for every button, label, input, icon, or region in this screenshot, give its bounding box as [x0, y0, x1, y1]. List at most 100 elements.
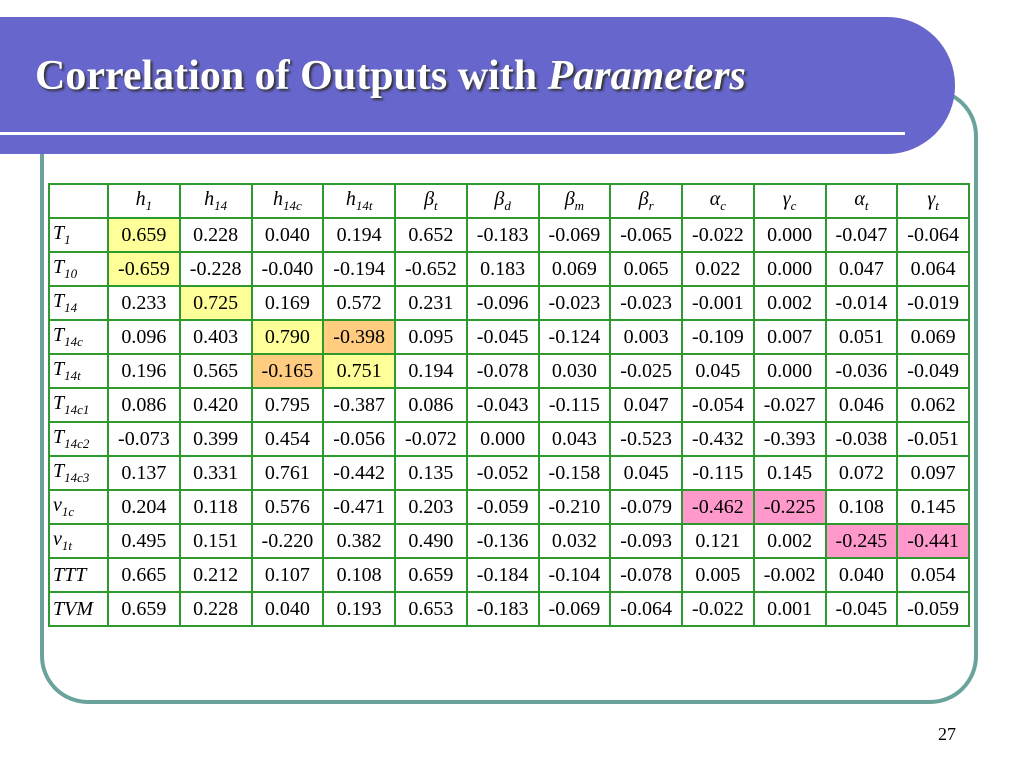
row-label-base: T: [53, 324, 65, 346]
table-cell: -0.652: [394, 251, 468, 287]
column-header: βm: [537, 183, 612, 219]
table-cell: -0.054: [681, 387, 755, 423]
table-cell: -0.225: [752, 489, 827, 525]
column-header-sub: c: [790, 198, 797, 213]
table-cell: -0.104: [537, 557, 612, 593]
title-rule: [0, 132, 905, 135]
row-label-sub: 1c: [61, 504, 75, 519]
table-cell: -0.194: [322, 251, 396, 287]
table-cell: 0.108: [824, 489, 899, 525]
table-cell: -0.059: [465, 489, 540, 525]
row-label-base: v: [53, 494, 62, 516]
table-cell: 0.137: [107, 455, 181, 491]
table-cell: 0.002: [752, 285, 827, 321]
column-header-base: γ: [782, 188, 791, 210]
table-cell: 0.454: [250, 421, 325, 457]
header-row: h1 h14 h14c h14t βt βd βm βr αc γc αt γt: [48, 183, 970, 219]
row-label-base: v: [53, 528, 62, 550]
table-cell: 0.046: [824, 387, 899, 423]
row-label: T10: [48, 251, 109, 287]
column-header: αt: [824, 183, 899, 219]
table-cell: -0.052: [465, 455, 540, 491]
table-cell: -0.023: [609, 285, 683, 321]
row-label-base: T: [53, 256, 65, 278]
table-cell: -0.158: [537, 455, 612, 491]
column-header: βr: [609, 183, 683, 219]
row-label: v1t: [48, 523, 109, 559]
table-cell: 0.086: [394, 387, 468, 423]
table-cell: 0.193: [322, 591, 396, 627]
table-cell: 0.194: [322, 217, 396, 253]
table-cell: -0.069: [537, 591, 612, 627]
table-cell: 0.490: [394, 523, 468, 559]
row-label: T14: [48, 285, 109, 321]
row-label-base: T: [53, 460, 65, 482]
table-row: T14 0.233 0.725 0.169 0.572 0.231 -0.096 -0.023…: [48, 285, 970, 321]
table-row: T10 -0.659 -0.228 -0.040 -0.194 -0.652 0.183 0.…: [48, 251, 970, 287]
table-cell: 0.121: [681, 523, 755, 559]
table-cell: 0.069: [537, 251, 612, 287]
column-header-sub: 1: [145, 198, 153, 213]
table-cell: 0.069: [896, 319, 970, 355]
row-label-sub: 14c2: [64, 436, 90, 451]
row-label-base: T: [53, 290, 65, 312]
table-cell: -0.183: [465, 591, 540, 627]
table-cell: 0.751: [322, 353, 396, 389]
table-cell: -0.228: [178, 251, 253, 287]
table-cell: 0.653: [394, 591, 468, 627]
table-cell: -0.023: [537, 285, 612, 321]
table-cell: -0.093: [609, 523, 683, 559]
table-cell: 0.072: [824, 455, 899, 491]
title-emphasis: Parameters: [547, 53, 746, 99]
corner-cell: [48, 183, 109, 219]
table-cell: -0.002: [752, 557, 827, 593]
table-cell: 0.000: [752, 353, 827, 389]
table-cell: -0.115: [537, 387, 612, 423]
column-header-sub: 14t: [355, 198, 373, 213]
table-cell: 0.331: [178, 455, 253, 491]
table-cell: 0.145: [896, 489, 970, 525]
table-cell: -0.025: [609, 353, 683, 389]
table-cell: -0.398: [322, 319, 396, 355]
column-header-base: β: [564, 188, 575, 210]
table-cell: 0.725: [178, 285, 253, 321]
table-cell: 0.183: [465, 251, 540, 287]
table-cell: 0.000: [752, 217, 827, 253]
column-header-sub: 14c: [282, 198, 302, 213]
table-cell: -0.045: [465, 319, 540, 355]
table-row: T14c2 -0.073 0.399 0.454 -0.056 -0.072 0.000 0.…: [48, 421, 970, 457]
table-cell: -0.387: [322, 387, 396, 423]
table-cell: -0.014: [824, 285, 899, 321]
table-cell: -0.022: [681, 591, 755, 627]
table-cell: 0.194: [394, 353, 468, 389]
row-label-base: T: [53, 358, 65, 380]
table-cell: -0.136: [465, 523, 540, 559]
column-header-base: α: [854, 188, 865, 210]
column-header: h1: [107, 183, 181, 219]
table-cell: 0.228: [178, 217, 253, 253]
table-cell: 0.040: [250, 591, 325, 627]
column-header: γc: [752, 183, 827, 219]
table-cell: 0.135: [394, 455, 468, 491]
table-row: T14t 0.196 0.565 -0.165 0.751 0.194 -0.078 0.03…: [48, 353, 970, 389]
table-cell: 0.659: [394, 557, 468, 593]
table-cell: 0.795: [250, 387, 325, 423]
table-cell: -0.056: [322, 421, 396, 457]
table-cell: 0.212: [178, 557, 253, 593]
table-cell: 0.204: [107, 489, 181, 525]
row-label-base: TTT: [53, 563, 87, 586]
table-cell: 0.495: [107, 523, 181, 559]
table-row: T14c1 0.086 0.420 0.795 -0.387 0.086 -0.043 -0.…: [48, 387, 970, 423]
column-header: βd: [465, 183, 540, 219]
table-cell: 0.151: [178, 523, 253, 559]
table-cell: -0.019: [896, 285, 970, 321]
table-cell: -0.124: [537, 319, 612, 355]
table-cell: 0.064: [896, 251, 970, 287]
table-cell: -0.078: [609, 557, 683, 593]
table-cell: 0.022: [681, 251, 755, 287]
table-cell: -0.462: [681, 489, 755, 525]
table-cell: 0.145: [752, 455, 827, 491]
table-cell: 0.051: [824, 319, 899, 355]
table-row: T14c 0.096 0.403 0.790 -0.398 0.095 -0.045 -0.1…: [48, 319, 970, 355]
